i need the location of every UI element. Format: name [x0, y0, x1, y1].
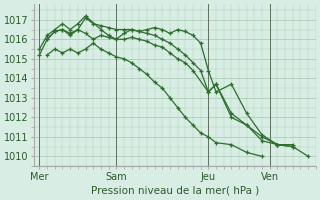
X-axis label: Pression niveau de la mer( hPa ): Pression niveau de la mer( hPa )	[91, 186, 259, 196]
